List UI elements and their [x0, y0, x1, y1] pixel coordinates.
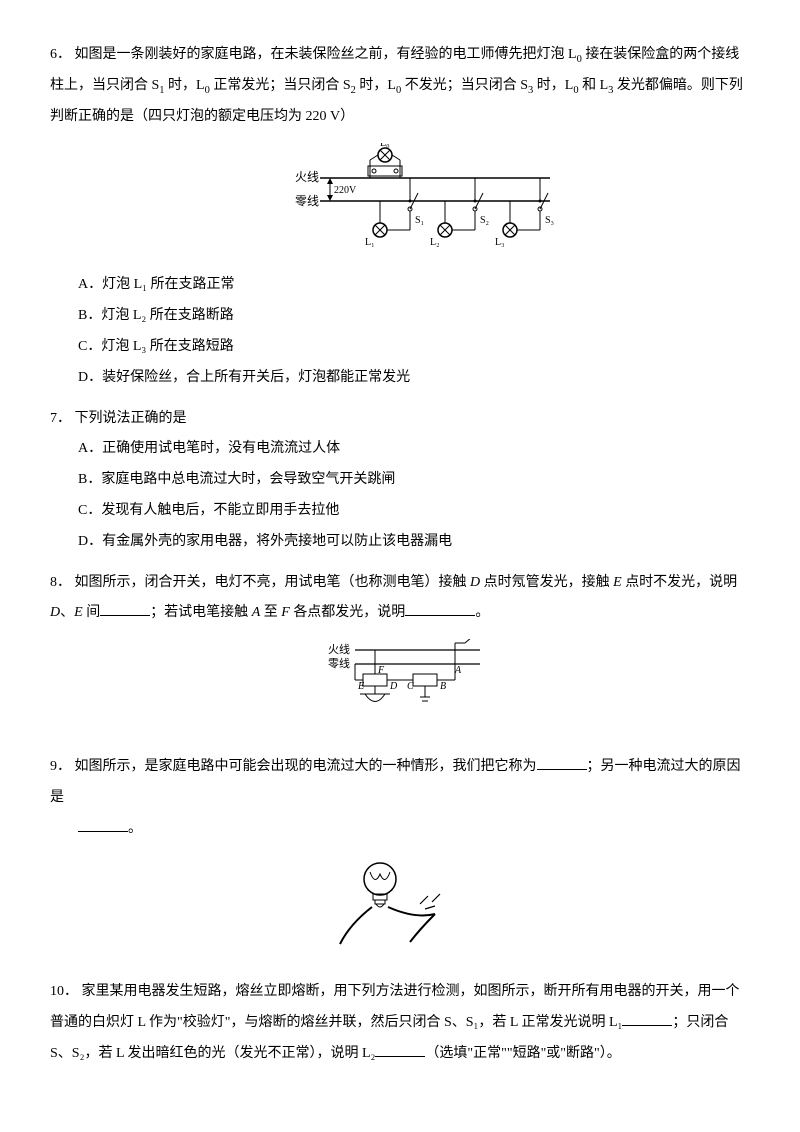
svg-text:L₃: L₃: [495, 237, 505, 248]
svg-text:S₂: S₂: [480, 215, 489, 226]
svg-text:L₁: L₁: [365, 237, 375, 248]
question-7: 7． 下列说法正确的是 A．正确使用试电笔时，没有电流流过人体 B．家庭电路中总…: [50, 404, 750, 558]
question-10: 10． 家里某用电器发生短路，熔丝立即熔断，用下列方法进行检测，如图所示，断开所…: [50, 977, 750, 1069]
svg-text:零线: 零线: [295, 194, 319, 208]
question-9: 9． 如图所示，是家庭电路中可能会出现的电流过大的一种情形，我们把它称为；另一种…: [50, 752, 750, 967]
q6-num: 6．: [50, 47, 71, 62]
q7-option-a: A．正确使用试电笔时，没有电流流过人体: [50, 434, 750, 465]
q8-blank-1[interactable]: [100, 601, 150, 616]
svg-text:S₃: S₃: [545, 215, 554, 226]
q10-blank-2[interactable]: [375, 1042, 425, 1057]
q7-option-d: D．有金属外壳的家用电器，将外壳接地可以防止该电器漏电: [50, 527, 750, 558]
q7-option-c: C．发现有人触电后，不能立即用手去拉他: [50, 496, 750, 527]
q8-circuit-diagram: 火线 零线 F A E D C B: [50, 639, 750, 742]
q7-option-b: B．家庭电路中总电流过大时，会导致空气开关跳闸: [50, 465, 750, 496]
svg-text:220V: 220V: [334, 185, 357, 196]
svg-text:火线: 火线: [295, 170, 319, 184]
q7-num: 7．: [50, 411, 71, 426]
q10-blank-1[interactable]: [622, 1011, 672, 1026]
svg-text:E: E: [357, 681, 364, 692]
q9-num: 9．: [50, 759, 71, 774]
q10-num: 10．: [50, 984, 78, 999]
q6-text: 如图是一条刚装好的家庭电路，在未装保险丝之前，有经验的电工师傅先把灯泡 L0 接…: [50, 47, 743, 124]
question-6: 6． 如图是一条刚装好的家庭电路，在未装保险丝之前，有经验的电工师傅先把灯泡 L…: [50, 40, 750, 394]
svg-text:D: D: [389, 681, 398, 692]
q6-option-c: C．灯泡 L₃ 所在支路短路: [50, 332, 750, 363]
svg-text:L₀: L₀: [380, 143, 390, 149]
q6-option-a: A．灯泡 L₁ 所在支路正常: [50, 270, 750, 301]
q10-text: 家里某用电器发生短路，熔丝立即熔断，用下列方法进行检测，如图所示，断开所有用电器…: [50, 984, 740, 1061]
q7-text: 下列说法正确的是: [75, 411, 187, 426]
q9-text: 如图所示，是家庭电路中可能会出现的电流过大的一种情形，我们把它称为；另一种电流过…: [50, 759, 741, 805]
svg-text:S₁: S₁: [415, 215, 424, 226]
question-8: 8． 如图所示，闭合开关，电灯不亮，用试电笔（也称测电笔）接触 D 点时氖管发光…: [50, 568, 750, 742]
q6-option-b: B．灯泡 L₂ 所在支路断路: [50, 301, 750, 332]
q8-blank-2[interactable]: [405, 601, 475, 616]
svg-text:火线: 火线: [328, 642, 350, 656]
q6-circuit-diagram: 火线 零线 220V L₀: [50, 143, 750, 261]
svg-text:B: B: [440, 681, 446, 692]
svg-text:L₂: L₂: [430, 237, 440, 248]
q9-blank-1[interactable]: [537, 755, 587, 770]
q9-blank-2[interactable]: [78, 817, 128, 832]
q9-shortcircuit-diagram: [50, 854, 750, 967]
q8-text: 如图所示，闭合开关，电灯不亮，用试电笔（也称测电笔）接触 D 点时氖管发光，接触…: [50, 575, 737, 621]
q8-num: 8．: [50, 575, 71, 590]
svg-text:零线: 零线: [328, 656, 350, 670]
q6-option-d: D．装好保险丝，合上所有开关后，灯泡都能正常发光: [50, 363, 750, 394]
